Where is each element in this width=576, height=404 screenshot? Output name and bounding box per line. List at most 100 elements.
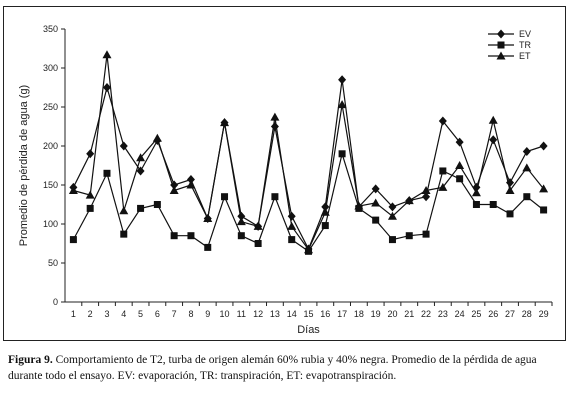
point-ev [119,141,128,151]
x-tick-label: 1 [71,309,76,319]
point-et [371,198,381,207]
point-et [287,221,297,230]
point-tr [506,210,514,218]
point-et [186,180,196,189]
point-tr [405,232,413,240]
point-et [136,153,146,162]
point-tr [86,204,94,212]
y-axis-title: Promedio de pérdida de agua (g) [18,85,30,246]
y-tick-label: 350 [43,24,58,34]
point-tr [120,230,128,238]
point-ev [338,75,347,85]
y-tick-label: 200 [43,141,58,151]
x-tick-label: 7 [172,309,177,319]
x-tick-label: 24 [455,309,465,319]
point-tr [254,240,262,247]
point-tr [439,167,447,175]
point-et [169,185,179,194]
point-et [203,214,213,223]
point-ev [136,166,145,176]
point-tr [372,216,380,224]
x-tick-label: 22 [421,309,431,319]
legend-marker-ev [497,29,505,39]
point-ev [270,122,279,131]
point-et [270,112,280,121]
point-et [404,196,414,205]
point-et [337,100,347,109]
point-et [320,207,330,216]
point-tr [321,222,329,230]
point-et [505,185,515,194]
legend-marker-tr [497,41,505,49]
point-et [102,50,112,59]
x-tick-label: 17 [337,309,347,319]
point-et [68,185,78,194]
point-ev [321,202,330,212]
x-tick-label: 23 [438,309,448,319]
chart-frame: 0 50 100 150 200 250 300 350 1 2 3 4 5 6 7 8 9 10 11 12 13 14… [3,6,566,341]
point-ev [237,211,246,221]
point-ev [388,202,397,212]
x-tick-label: 14 [287,309,297,319]
point-tr [422,230,430,238]
point-tr [540,206,548,214]
point-tr [489,201,497,208]
point-ev [489,135,498,145]
point-et [220,118,230,127]
caption-label: Figura 9. [8,354,53,366]
point-et [522,163,532,172]
x-tick-label: 27 [505,309,515,319]
point-et [119,206,129,215]
x-tick-label: 13 [270,309,280,319]
point-ev [371,184,380,194]
point-tr [204,243,212,251]
point-ev [287,211,296,221]
x-tick-label: 25 [471,309,481,319]
point-ev [438,116,447,126]
x-tick-label: 21 [404,309,414,319]
x-axis-title: Días [297,324,320,336]
series-line-ev [72,79,544,251]
point-ev [86,149,95,159]
y-tick-label: 250 [43,102,58,112]
y-tick-label: 0 [53,297,58,307]
point-et [304,245,313,254]
point-ev [455,137,464,147]
legend-marker-et [496,51,506,60]
point-et [152,133,162,142]
legend-label-et: ET [519,51,531,61]
point-ev [186,175,195,185]
x-tick-label: 12 [253,309,263,319]
point-et [455,161,465,169]
legend-label-tr: TR [519,40,531,50]
point-et [85,190,95,199]
point-tr [338,150,346,158]
point-tr [472,201,480,208]
point-et [236,217,246,226]
series-line-et [73,54,545,251]
point-tr [288,236,296,244]
x-tick-label: 29 [539,309,549,319]
x-tick-label: 26 [488,309,498,319]
legend-label-ev: EV [519,29,531,39]
point-tr [137,204,145,212]
point-tr [237,232,245,240]
point-et [421,185,431,194]
point-tr [456,175,464,183]
x-tick-label: 16 [320,309,330,319]
x-tick-label: 10 [220,309,230,319]
point-ev [539,141,548,151]
figure-caption: Figura 9. Comportamiento de T2, turba de… [8,352,564,384]
point-ev [522,146,531,156]
point-et [253,221,263,230]
point-et [471,188,481,197]
y-tick-label: 300 [43,63,58,73]
y-tick-label: 150 [43,180,58,190]
x-tick-label: 28 [522,309,532,319]
point-ev [422,192,431,202]
caption-text: Comportamiento de T2, turba de origen al… [8,354,537,382]
point-tr [221,193,229,201]
point-tr [69,236,77,244]
point-tr [187,232,195,240]
